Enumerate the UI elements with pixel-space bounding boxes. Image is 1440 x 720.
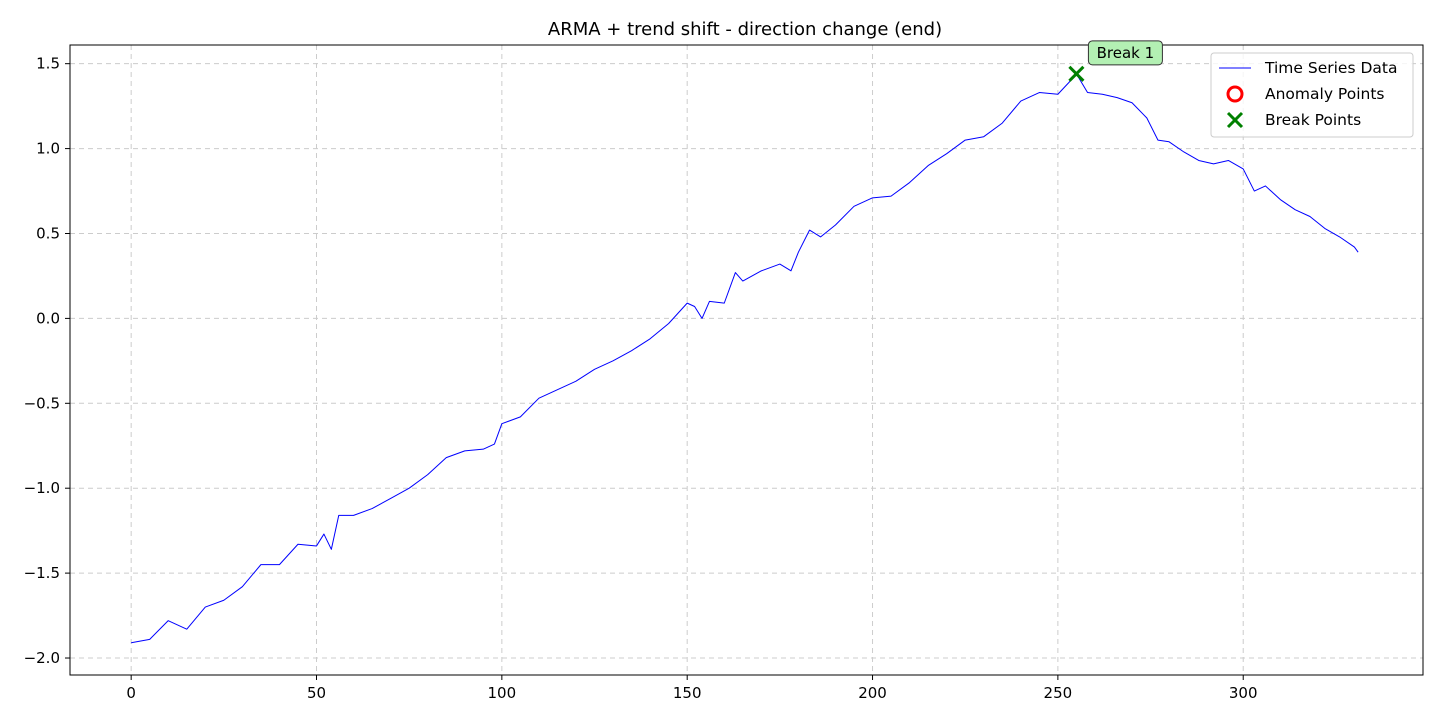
legend-item: Time Series Data [1219, 59, 1397, 77]
axes: 0 50 100 150 200 250 300 1.5 1.0 0.5 0.0 −0.5 −1.0 −1… [24, 44, 1424, 702]
y-tick-label: −0.5 [24, 394, 60, 412]
grid [70, 45, 1423, 675]
legend-x-swatch [1226, 111, 1244, 129]
legend-label: Break Points [1265, 111, 1361, 129]
x-tick-label: 300 [1229, 684, 1258, 702]
break-label: Break 1 [1097, 44, 1155, 62]
x-tick-label: 150 [673, 684, 702, 702]
x-tick-label: 50 [307, 684, 326, 702]
y-tick-label: −1.0 [24, 479, 60, 497]
chart-title: ARMA + trend shift - direction change (e… [548, 19, 942, 40]
y-tick-label: 1.5 [36, 55, 60, 73]
legend-box [1210, 52, 1414, 138]
legend-label: Anomaly Points [1265, 85, 1384, 103]
break-points: Break 1 [1068, 40, 1163, 82]
y-tick-label: 1.0 [36, 140, 60, 158]
legend-item: Anomaly Points [1226, 85, 1384, 103]
series-layer [131, 73, 1359, 644]
y-tick-label: 0.5 [36, 224, 60, 242]
y-tick-label: 0.0 [36, 309, 60, 327]
legend-item: Break Points [1226, 111, 1361, 129]
x-tick-label: 0 [126, 684, 136, 702]
x-tick-label: 200 [858, 684, 887, 702]
break-point-marker [1068, 65, 1085, 82]
break-marker-stroke [1068, 65, 1085, 82]
legend-label: Time Series Data [1264, 59, 1397, 77]
series-line [131, 73, 1359, 644]
x-tick-label: 250 [1044, 684, 1073, 702]
legend-circle-swatch [1226, 85, 1244, 103]
x-tick-label: 100 [488, 684, 517, 702]
legend: Time Series Data Anomaly Points Break Poin… [1210, 52, 1414, 138]
break-label-box [1087, 40, 1163, 66]
y-tick-label: −1.5 [24, 564, 60, 582]
plot-frame [69, 44, 1424, 676]
y-tick-label: −2.0 [24, 649, 60, 667]
